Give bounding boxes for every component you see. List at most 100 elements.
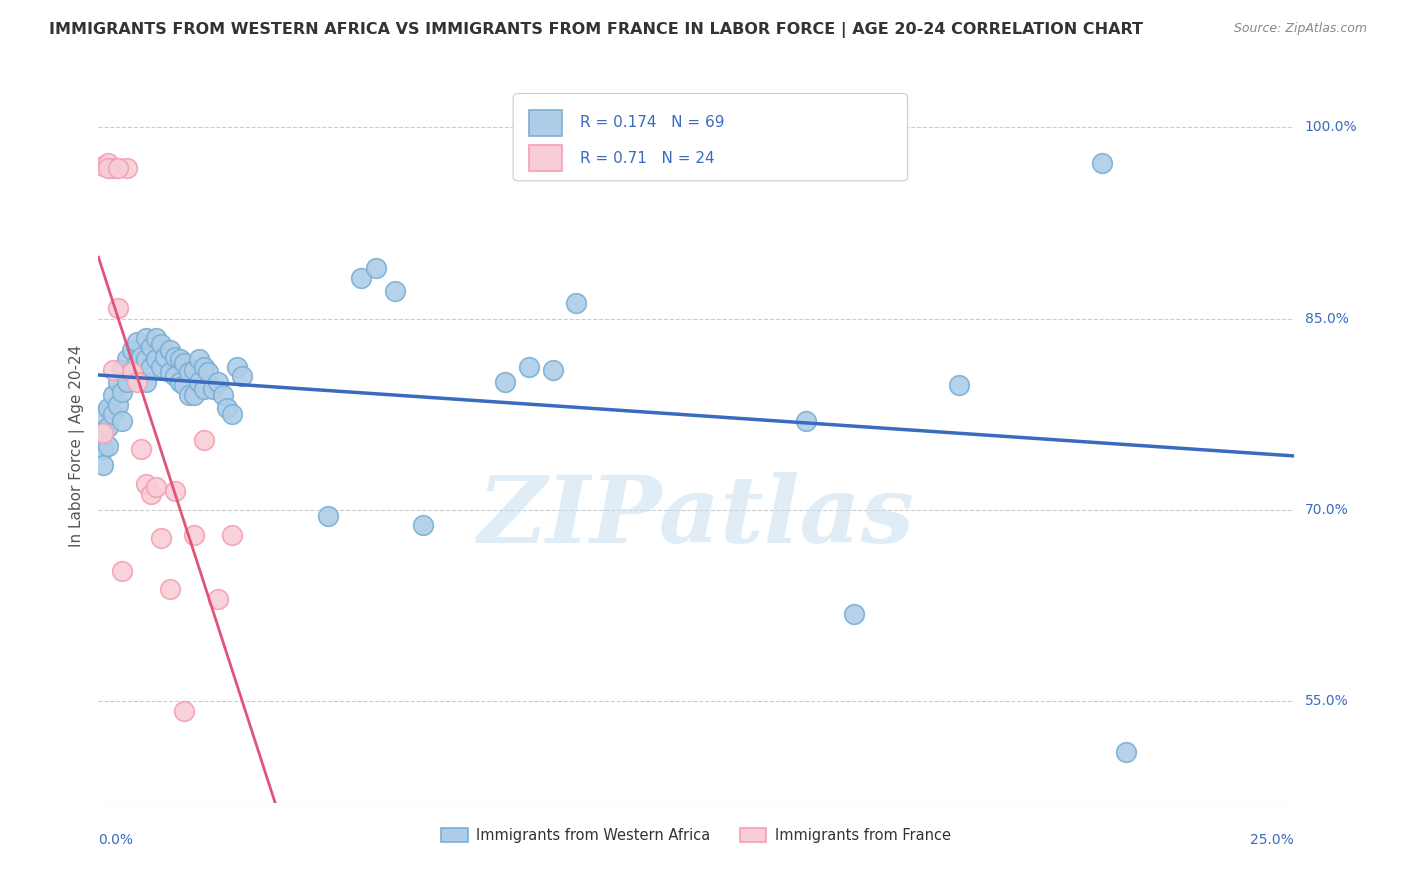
Point [115, 161, 138, 176]
Point [139, 359, 162, 374]
Point [173, 377, 195, 392]
Point [97, 439, 120, 453]
Point [179, 388, 201, 402]
Point [163, 368, 186, 383]
Y-axis label: In Labor Force | Age 20-24: In Labor Force | Age 20-24 [69, 345, 84, 547]
Point [948, 377, 970, 392]
Point [187, 376, 209, 390]
Text: IMMIGRANTS FROM WESTERN AFRICA VS IMMIGRANTS FROM FRANCE IN LABOR FORCE | AGE 20: IMMIGRANTS FROM WESTERN AFRICA VS IMMIGR… [49, 22, 1143, 38]
Point [121, 365, 143, 379]
Point [202, 382, 225, 396]
Point [494, 376, 516, 390]
Point [159, 365, 181, 379]
Point [91, 426, 114, 441]
Point [101, 407, 124, 421]
Point [135, 477, 157, 491]
Text: 55.0%: 55.0% [1305, 694, 1348, 708]
Point [316, 509, 339, 524]
FancyBboxPatch shape [513, 94, 907, 181]
Point [221, 407, 243, 421]
Point [183, 528, 205, 542]
Point [149, 337, 172, 351]
Point [111, 413, 134, 427]
Point [91, 426, 114, 441]
Point [231, 368, 253, 383]
Point [193, 382, 215, 396]
Point [207, 591, 229, 606]
Point [121, 365, 143, 379]
Point [97, 156, 120, 170]
Point [179, 365, 201, 379]
Point [517, 359, 540, 374]
Point [97, 401, 120, 415]
Point [101, 161, 124, 176]
Point [794, 413, 817, 427]
Point [163, 483, 186, 498]
Text: 70.0%: 70.0% [1305, 503, 1348, 516]
Point [155, 350, 177, 364]
Point [183, 388, 205, 402]
Text: ZIPatlas: ZIPatlas [478, 473, 914, 562]
Point [125, 356, 148, 370]
Point [131, 350, 153, 364]
Point [107, 398, 129, 412]
Point [107, 301, 129, 316]
Text: R = 0.174   N = 69: R = 0.174 N = 69 [581, 115, 724, 130]
Point [115, 376, 138, 390]
Point [97, 420, 120, 434]
Point [101, 362, 124, 376]
Point [111, 385, 134, 400]
Text: Source: ZipAtlas.com: Source: ZipAtlas.com [1233, 22, 1367, 36]
Point [1115, 745, 1137, 759]
Point [350, 270, 373, 285]
Point [226, 359, 249, 374]
Text: 0.0%: 0.0% [98, 833, 134, 847]
Point [145, 480, 167, 494]
Point [107, 376, 129, 390]
Point [159, 582, 181, 596]
Point [197, 365, 219, 379]
Point [145, 352, 167, 367]
Text: 85.0%: 85.0% [1305, 311, 1348, 326]
FancyBboxPatch shape [529, 145, 562, 171]
Text: 100.0%: 100.0% [1305, 120, 1357, 135]
Point [121, 343, 143, 358]
Point [169, 352, 191, 367]
Point [193, 433, 215, 447]
Point [159, 343, 181, 358]
Point [149, 531, 172, 545]
Point [565, 296, 588, 310]
Text: 25.0%: 25.0% [1250, 833, 1294, 847]
Point [91, 407, 114, 421]
Point [97, 161, 120, 176]
Point [131, 442, 153, 456]
Point [139, 340, 162, 354]
Point [173, 704, 195, 718]
Point [145, 331, 167, 345]
Point [107, 161, 129, 176]
Point [183, 362, 205, 376]
Point [135, 352, 157, 367]
Point [163, 350, 186, 364]
Point [221, 528, 243, 542]
FancyBboxPatch shape [529, 110, 562, 136]
Point [91, 442, 114, 456]
Point [541, 362, 564, 376]
Point [111, 564, 134, 578]
Legend: Immigrants from Western Africa, Immigrants from France: Immigrants from Western Africa, Immigran… [436, 822, 956, 849]
Point [149, 359, 172, 374]
Point [173, 356, 195, 370]
Point [193, 359, 215, 374]
Point [384, 284, 406, 298]
Point [139, 487, 162, 501]
Text: R = 0.71   N = 24: R = 0.71 N = 24 [581, 151, 714, 166]
Point [135, 331, 157, 345]
Point [101, 388, 124, 402]
Point [125, 334, 148, 349]
Point [187, 352, 209, 367]
Point [91, 159, 114, 173]
Point [91, 458, 114, 472]
Point [111, 362, 134, 376]
Point [1091, 156, 1114, 170]
Point [211, 388, 233, 402]
